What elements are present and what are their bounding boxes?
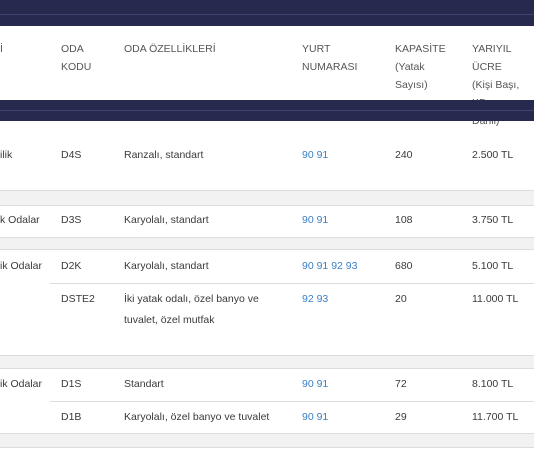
cell-fee: 11.000 TL <box>472 293 519 305</box>
header-col-dorm-number: YURT NUMARASI <box>302 43 358 73</box>
cell-room-code: D2K <box>61 260 82 272</box>
cell-room-features: Karyolalı, standart <box>124 260 209 272</box>
header-col-capacity: KAPASİTE (Yatak Sayısı) <box>395 43 446 91</box>
row-divider <box>50 401 534 402</box>
row-divider <box>0 205 534 206</box>
row-divider <box>0 433 534 434</box>
header-col-room-features: ODA ÖZELLİKLERİ <box>124 43 216 55</box>
cell-fee: 2.500 TL <box>472 149 514 161</box>
cell-dorm-link[interactable]: 90 91 92 93 <box>302 260 358 272</box>
cell-capacity: 72 <box>395 378 407 390</box>
group-gap <box>0 434 534 447</box>
cell-capacity: 240 <box>395 149 413 161</box>
group-gap <box>0 238 534 249</box>
row-divider <box>0 190 534 191</box>
cell-room-code: D4S <box>61 149 82 161</box>
cell-fee: 3.750 TL <box>472 214 514 226</box>
cell-dorm-link[interactable]: 90 91 <box>302 214 329 226</box>
table-top-band <box>0 0 534 26</box>
header-col-group: İ <box>0 43 3 55</box>
group-gap <box>0 356 534 368</box>
cell-room-features: Karyolalı, standart <box>124 214 209 226</box>
cell-capacity: 108 <box>395 214 413 226</box>
cell-group: ik Odalar <box>0 260 43 272</box>
cell-dorm-link[interactable]: 90 91 <box>302 378 329 390</box>
cell-capacity: 20 <box>395 293 407 305</box>
row-divider <box>0 368 534 369</box>
cell-fee: 11.700 TL <box>472 411 519 423</box>
cell-capacity: 680 <box>395 260 413 272</box>
cell-room-code: DSTE2 <box>61 293 95 305</box>
cell-room-code: D1B <box>61 411 82 423</box>
cell-room-code: D1S <box>61 378 82 390</box>
header-col-semester-fee: YARIYIL ÜCRE (Kişi Başı, KD Dahil) <box>472 43 520 127</box>
cell-group: k Odalar <box>0 214 40 226</box>
cell-fee: 5.100 TL <box>472 260 514 272</box>
cell-room-features: İki yatak odalı, özel banyo ve tuvalet, … <box>124 293 259 326</box>
cell-group: ilik <box>0 149 13 161</box>
row-divider <box>0 447 534 448</box>
cell-room-features: Ranzalı, standart <box>124 149 204 161</box>
cell-dorm-link[interactable]: 90 91 <box>302 411 329 423</box>
cell-group: ik Odalar <box>0 378 43 390</box>
header-col-room-code: ODA KODU <box>61 43 92 73</box>
cell-dorm-link[interactable]: 90 91 <box>302 149 329 161</box>
row-divider <box>0 237 534 238</box>
cell-room-features: Standart <box>124 378 164 390</box>
group-gap <box>0 191 534 205</box>
table-header: İ ODA KODU ODA ÖZELLİKLERİ YURT NUMARASI… <box>0 26 534 127</box>
table-header-divider-band <box>0 100 534 121</box>
row-divider <box>0 249 534 250</box>
cell-fee: 8.100 TL <box>472 378 514 390</box>
row-divider <box>50 283 534 284</box>
cell-room-code: D3S <box>61 214 82 226</box>
row-divider <box>0 355 534 356</box>
cell-capacity: 29 <box>395 411 407 423</box>
cell-room-features: Karyolalı, özel banyo ve tuvalet <box>124 411 270 423</box>
cell-dorm-link[interactable]: 92 93 <box>302 293 329 305</box>
